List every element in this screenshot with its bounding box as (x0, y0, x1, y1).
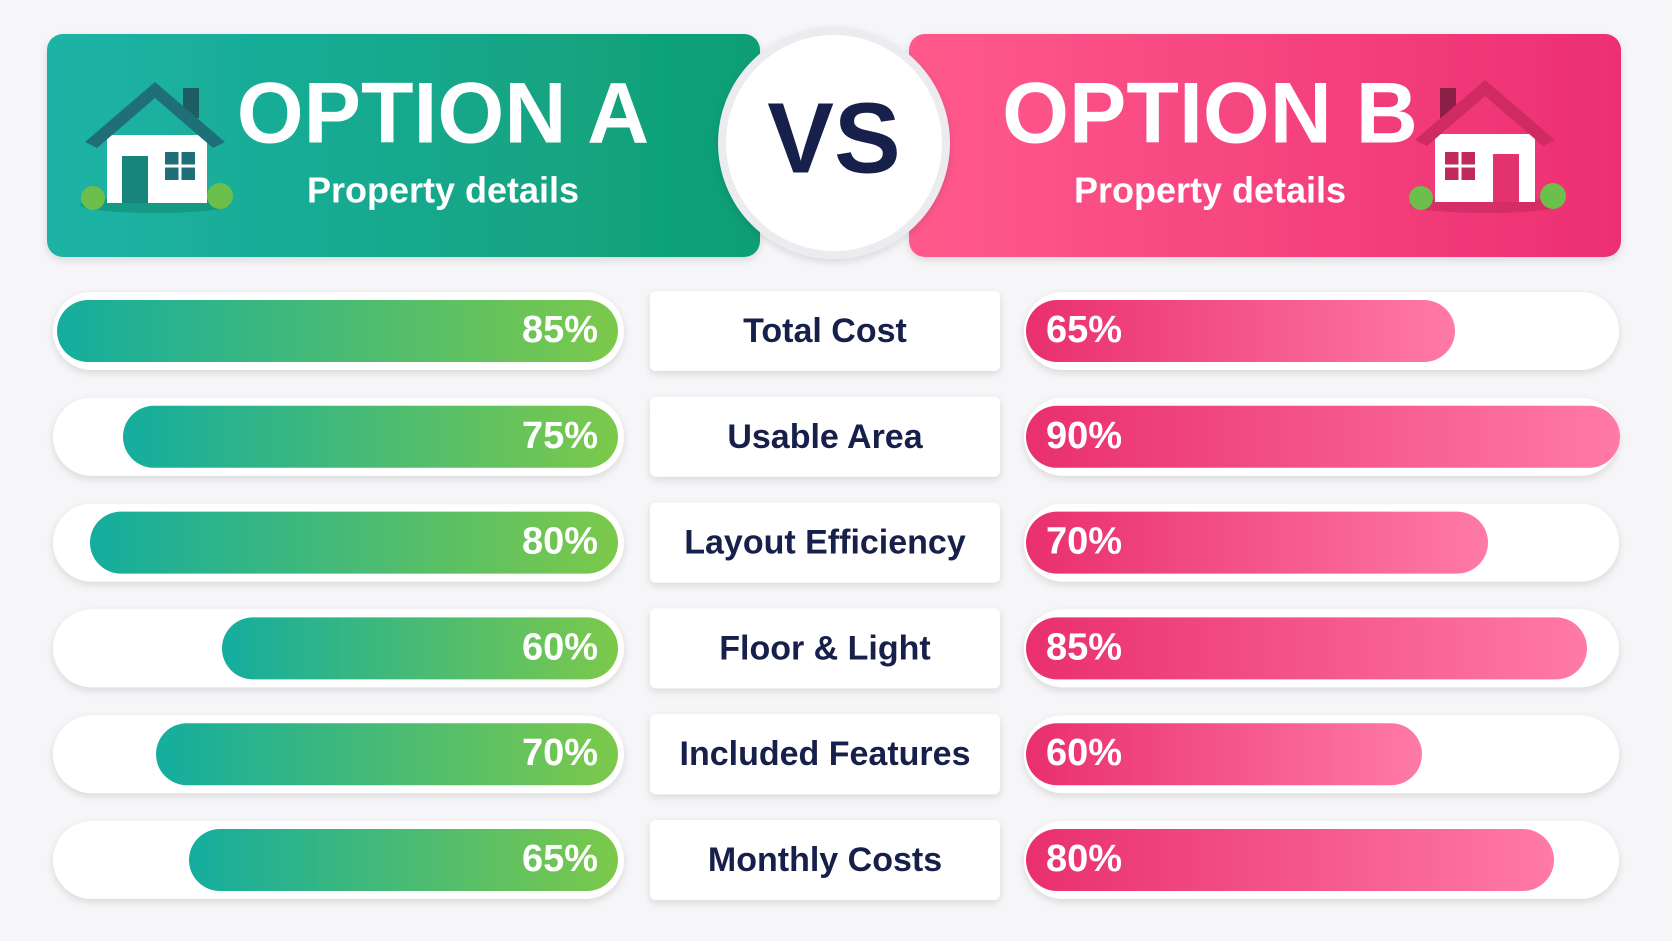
category-label: Total Cost (743, 312, 907, 350)
bar (1026, 405, 1620, 468)
vs-badge (718, 27, 950, 259)
value-label: 70% (1046, 521, 1122, 563)
bar (1026, 511, 1488, 574)
value-label: 85% (522, 309, 598, 351)
value-label: 60% (1046, 732, 1122, 774)
vs-label: VS (767, 82, 900, 194)
series-name: OPTION A (237, 66, 650, 162)
value-label: 80% (522, 521, 598, 563)
value-label: 65% (522, 838, 598, 880)
house-icon-b (1409, 80, 1566, 213)
house-icon-a (80, 82, 233, 213)
value-label: 85% (1046, 626, 1122, 668)
series-subtitle: Property details (1074, 170, 1346, 211)
bar (1026, 300, 1455, 362)
bar (123, 405, 618, 468)
category-box (650, 396, 1000, 477)
category-box (650, 608, 1000, 689)
bar (57, 300, 618, 362)
value-label: 90% (1046, 415, 1122, 457)
value-label: 75% (522, 415, 598, 457)
value-label: 80% (1046, 838, 1122, 880)
series-name: OPTION B (1002, 66, 1418, 162)
value-label: 70% (522, 732, 598, 774)
bar (1026, 617, 1587, 680)
bar (1026, 723, 1422, 786)
category-box (650, 714, 1000, 795)
category-box (650, 502, 1000, 583)
category-label: Included Features (680, 735, 971, 773)
category-box (650, 291, 1000, 371)
value-label: 60% (522, 626, 598, 668)
category-label: Monthly Costs (708, 841, 942, 879)
category-label: Layout Efficiency (684, 524, 966, 562)
bar (1026, 829, 1554, 891)
bar (222, 617, 618, 680)
series-subtitle: Property details (307, 170, 579, 211)
bar (189, 829, 618, 891)
bar (156, 723, 618, 786)
category-box (650, 820, 1000, 900)
bar (90, 511, 618, 574)
category-label: Usable Area (727, 418, 923, 456)
value-label: 65% (1046, 309, 1122, 351)
category-label: Floor & Light (719, 629, 931, 667)
